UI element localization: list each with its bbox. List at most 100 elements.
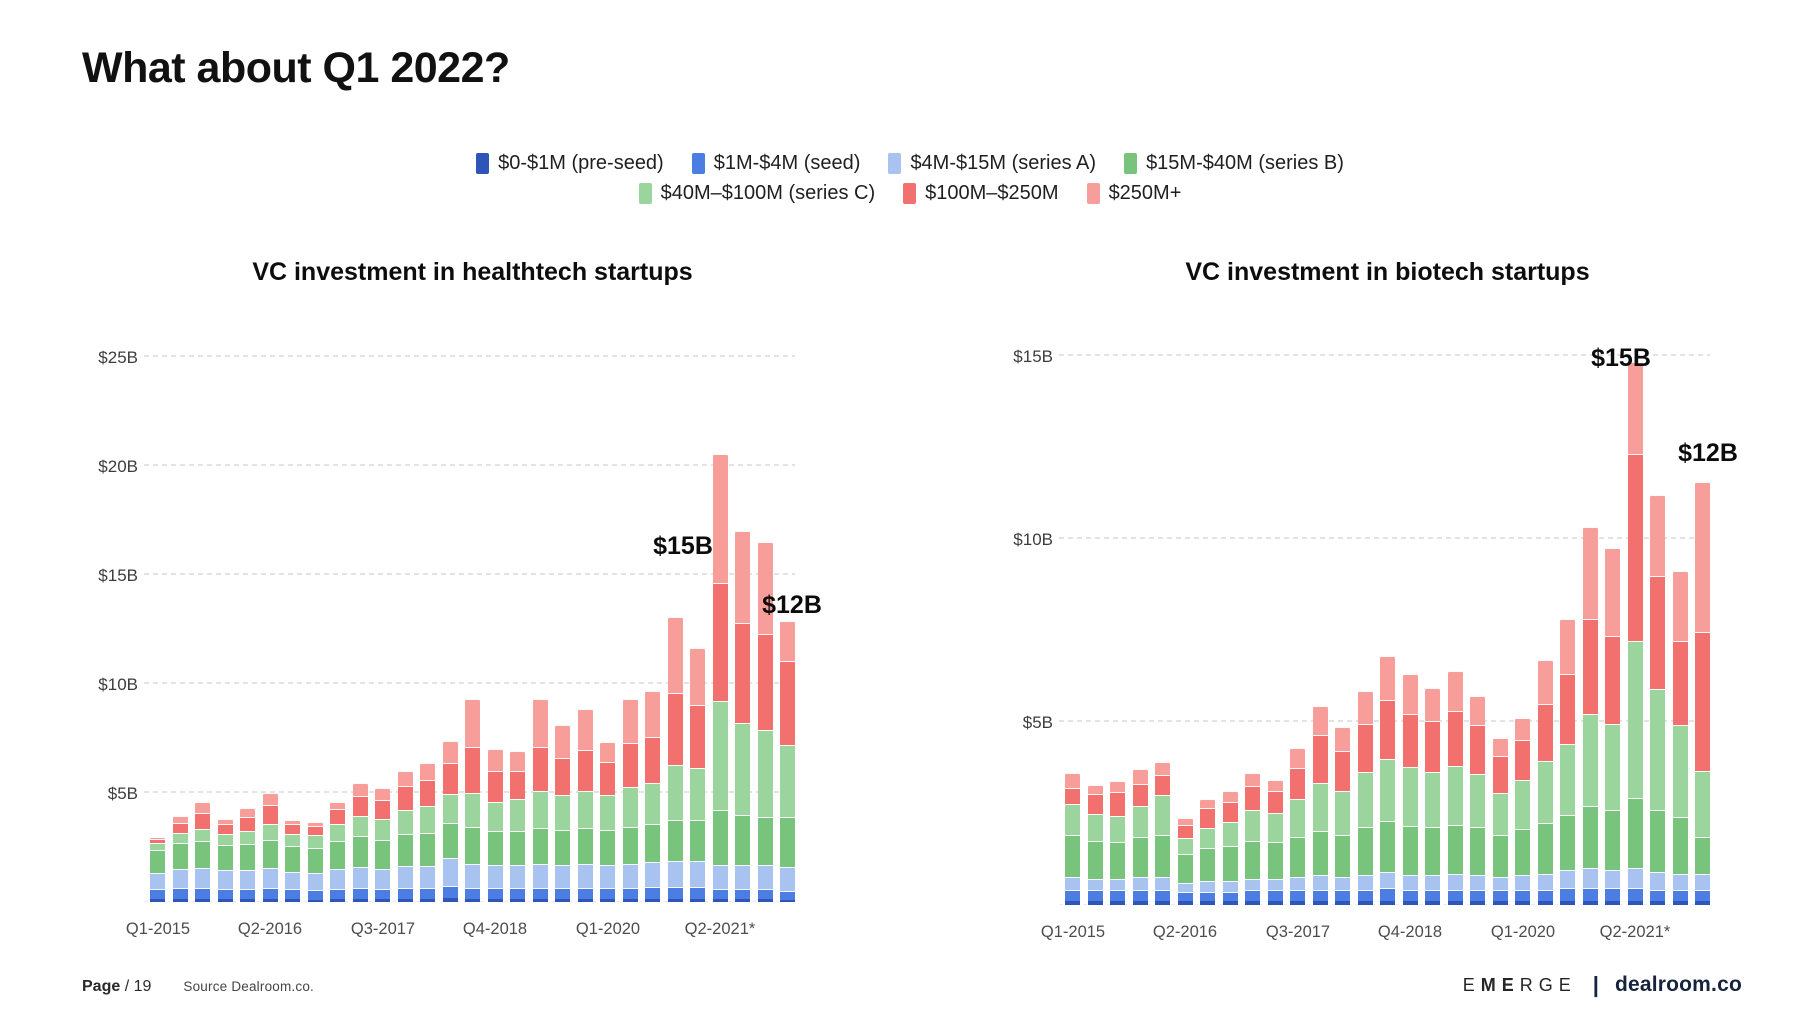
bar-Q4-2021 — [1672, 571, 1688, 905]
legend-item: $0-$1M (pre-seed) — [476, 152, 664, 175]
plot-area: $15B $12B — [144, 342, 822, 902]
segment — [1492, 901, 1508, 905]
segment — [1312, 901, 1328, 905]
segment — [1335, 901, 1350, 905]
segment — [510, 799, 525, 831]
segment — [735, 723, 750, 815]
segment — [150, 843, 165, 850]
segment — [667, 861, 683, 887]
segment — [1065, 890, 1080, 901]
bar-Q4-2017 — [1312, 706, 1328, 905]
bars-group — [1065, 342, 1710, 905]
segment — [1470, 890, 1485, 901]
segment — [1402, 875, 1418, 890]
segment — [1267, 879, 1283, 890]
segment — [375, 889, 390, 899]
segment — [1087, 901, 1103, 905]
segment — [712, 701, 728, 810]
segment — [1582, 619, 1598, 714]
segment — [712, 810, 728, 865]
bar-Q4-2015 — [217, 819, 233, 902]
segment — [1155, 877, 1170, 890]
segment — [577, 791, 593, 828]
segment — [667, 899, 683, 902]
segment — [1402, 901, 1418, 905]
segment — [465, 747, 480, 793]
segment — [667, 617, 683, 693]
healthtech-chart: VC investment in healthtech startups $5B… — [88, 258, 822, 951]
segment — [1515, 875, 1530, 890]
segment — [262, 840, 278, 868]
segment — [1582, 806, 1598, 868]
segment — [645, 899, 660, 902]
segment — [780, 817, 795, 867]
segment — [1425, 901, 1440, 905]
segment — [420, 806, 435, 833]
segment — [757, 899, 773, 902]
segment — [1222, 892, 1238, 901]
legend-row: $40M–$100M (series C) $100M–$250M $250M+ — [638, 182, 1181, 205]
x-axis: Q1-2015 Q2-2016 Q3-2017 Q4-2018 Q1-2020 Q2-20… — [1041, 917, 1710, 951]
segment — [600, 899, 615, 902]
segment — [1132, 784, 1148, 806]
bar-Q3-2019 — [555, 725, 570, 902]
segment — [442, 741, 458, 763]
x-tick-label: Q1-2020 — [1490, 923, 1556, 941]
bar-Q1-2019 — [1425, 688, 1440, 905]
segment — [397, 771, 413, 786]
segment — [1087, 879, 1103, 890]
segment — [1155, 762, 1170, 775]
segment — [397, 834, 413, 866]
bar-Q3-2019 — [1470, 696, 1485, 905]
segment — [217, 870, 233, 889]
segment — [375, 899, 390, 902]
segment — [1177, 818, 1193, 825]
segment — [510, 771, 525, 799]
bar-Q4-2020 — [667, 617, 683, 902]
segment — [1290, 890, 1305, 901]
segment — [1582, 527, 1598, 619]
segment — [285, 846, 300, 872]
segment — [1290, 837, 1305, 877]
segment — [1402, 767, 1418, 826]
legend-item: $1M-$4M (seed) — [691, 152, 860, 175]
segment — [1672, 901, 1688, 905]
segment — [532, 699, 548, 747]
bar-Q2-2019 — [532, 699, 548, 902]
segment — [352, 783, 368, 796]
segment — [1672, 571, 1688, 641]
segment — [600, 888, 615, 899]
segment — [555, 888, 570, 899]
segment — [420, 888, 435, 899]
segment — [1447, 874, 1463, 890]
segment — [1267, 813, 1283, 842]
segment — [420, 780, 435, 806]
segment — [195, 802, 210, 813]
segment — [780, 621, 795, 661]
segment — [757, 817, 773, 865]
segment — [1605, 636, 1620, 724]
segment — [262, 805, 278, 824]
x-tick-label: Q2-2021* — [1599, 923, 1671, 941]
segment — [217, 899, 233, 902]
segment — [555, 795, 570, 830]
x-tick-label: Q2-2016 — [237, 920, 303, 938]
segment — [645, 862, 660, 887]
x-tick-label: Q2-2021* — [684, 920, 756, 938]
segment — [1605, 888, 1620, 901]
segment — [622, 699, 638, 743]
segment — [397, 888, 413, 899]
segment — [577, 888, 593, 899]
segment — [352, 836, 368, 867]
segment — [217, 889, 233, 899]
segment — [577, 899, 593, 902]
segment — [1177, 838, 1193, 854]
segment — [172, 899, 188, 902]
segment — [240, 831, 255, 844]
segment — [150, 873, 165, 889]
bar-Q4-2016 — [307, 822, 323, 902]
y-tick-label: $15B — [1013, 347, 1053, 366]
segment — [532, 888, 548, 899]
bar-Q3-2015 — [1110, 781, 1125, 905]
bar-Q1-2016 — [1155, 762, 1170, 905]
